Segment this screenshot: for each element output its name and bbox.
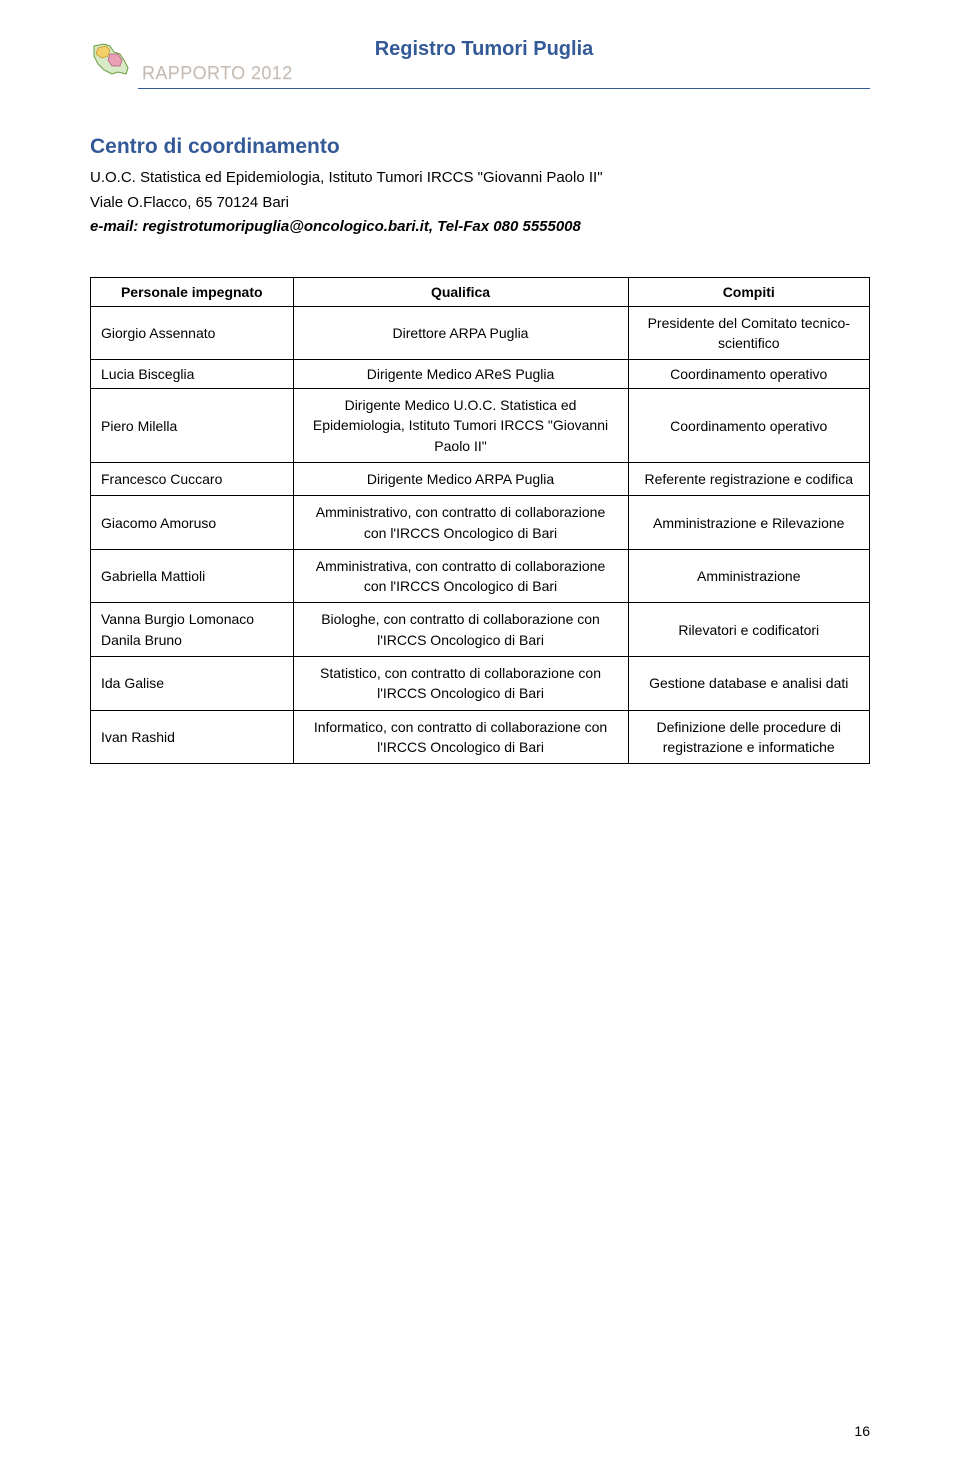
table-row: Lucia Bisceglia Dirigente Medico AReS Pu… xyxy=(91,360,870,389)
cell-qual: Dirigente Medico U.O.C. Statistica ed Ep… xyxy=(293,389,628,463)
header-text: Registro Tumori Puglia RAPPORTO 2012 xyxy=(138,40,870,89)
cell-qual: Informatico, con contratto di collaboraz… xyxy=(293,710,628,764)
table-row: Giorgio Assennato Direttore ARPA Puglia … xyxy=(91,306,870,360)
header-rule xyxy=(138,88,870,89)
cell-name: Piero Milella xyxy=(91,389,294,463)
col-header-comp: Compiti xyxy=(628,277,870,306)
cell-qual: Amministrativo, con contratto di collabo… xyxy=(293,496,628,550)
cell-qual: Statistico, con contratto di collaborazi… xyxy=(293,657,628,711)
table-row: Vanna Burgio Lomonaco Danila Bruno Biolo… xyxy=(91,603,870,657)
table-row: Francesco Cuccaro Dirigente Medico ARPA … xyxy=(91,462,870,495)
cell-comp: Amministrazione xyxy=(628,549,870,603)
cell-name: Francesco Cuccaro xyxy=(91,462,294,495)
cell-name: Gabriella Mattioli xyxy=(91,549,294,603)
cell-comp: Referente registrazione e codifica xyxy=(628,462,870,495)
table-row: Ida Galise Statistico, con contratto di … xyxy=(91,657,870,711)
cell-comp: Definizione delle procedure di registraz… xyxy=(628,710,870,764)
cell-qual: Biologhe, con contratto di collaborazion… xyxy=(293,603,628,657)
cell-comp: Gestione database e analisi dati xyxy=(628,657,870,711)
document-page: Registro Tumori Puglia RAPPORTO 2012 Cen… xyxy=(0,0,960,1473)
cell-name: Vanna Burgio Lomonaco Danila Bruno xyxy=(91,603,294,657)
cell-comp: Amministrazione e Rilevazione xyxy=(628,496,870,550)
cell-qual: Dirigente Medico ARPA Puglia xyxy=(293,462,628,495)
cell-name: Lucia Bisceglia xyxy=(91,360,294,389)
personnel-table: Personale impegnato Qualifica Compiti Gi… xyxy=(90,277,870,765)
col-header-qual: Qualifica xyxy=(293,277,628,306)
table-row: Gabriella Mattioli Amministrativa, con c… xyxy=(91,549,870,603)
cell-comp: Presidente del Comitato tecnico-scientif… xyxy=(628,306,870,360)
cell-comp: Coordinamento operativo xyxy=(628,389,870,463)
table-header-row: Personale impegnato Qualifica Compiti xyxy=(91,277,870,306)
col-header-name: Personale impegnato xyxy=(91,277,294,306)
section-line-2: Viale O.Flacco, 65 70124 Bari xyxy=(90,192,870,215)
page-header: Registro Tumori Puglia RAPPORTO 2012 xyxy=(90,40,870,89)
page-number: 16 xyxy=(854,1423,870,1439)
cell-name: Ivan Rashid xyxy=(91,710,294,764)
cell-qual: Dirigente Medico AReS Puglia xyxy=(293,360,628,389)
cell-qual: Amministrativa, con contratto di collabo… xyxy=(293,549,628,603)
brand-title: Registro Tumori Puglia xyxy=(98,38,870,61)
cell-name: Ida Galise xyxy=(91,657,294,711)
section-title: Centro di coordinamento xyxy=(90,135,870,159)
cell-comp: Coordinamento operativo xyxy=(628,360,870,389)
cell-name: Giorgio Assennato xyxy=(91,306,294,360)
table-row: Piero Milella Dirigente Medico U.O.C. St… xyxy=(91,389,870,463)
cell-comp: Rilevatori e codificatori xyxy=(628,603,870,657)
table-row: Giacomo Amoruso Amministrativo, con cont… xyxy=(91,496,870,550)
cell-name: Giacomo Amoruso xyxy=(91,496,294,550)
report-label: RAPPORTO 2012 xyxy=(142,63,870,84)
section-line-1: U.O.C. Statistica ed Epidemiologia, Isti… xyxy=(90,167,870,190)
cell-qual: Direttore ARPA Puglia xyxy=(293,306,628,360)
table-row: Ivan Rashid Informatico, con contratto d… xyxy=(91,710,870,764)
section-line-3: e-mail: registrotumoripuglia@oncologico.… xyxy=(90,216,870,239)
